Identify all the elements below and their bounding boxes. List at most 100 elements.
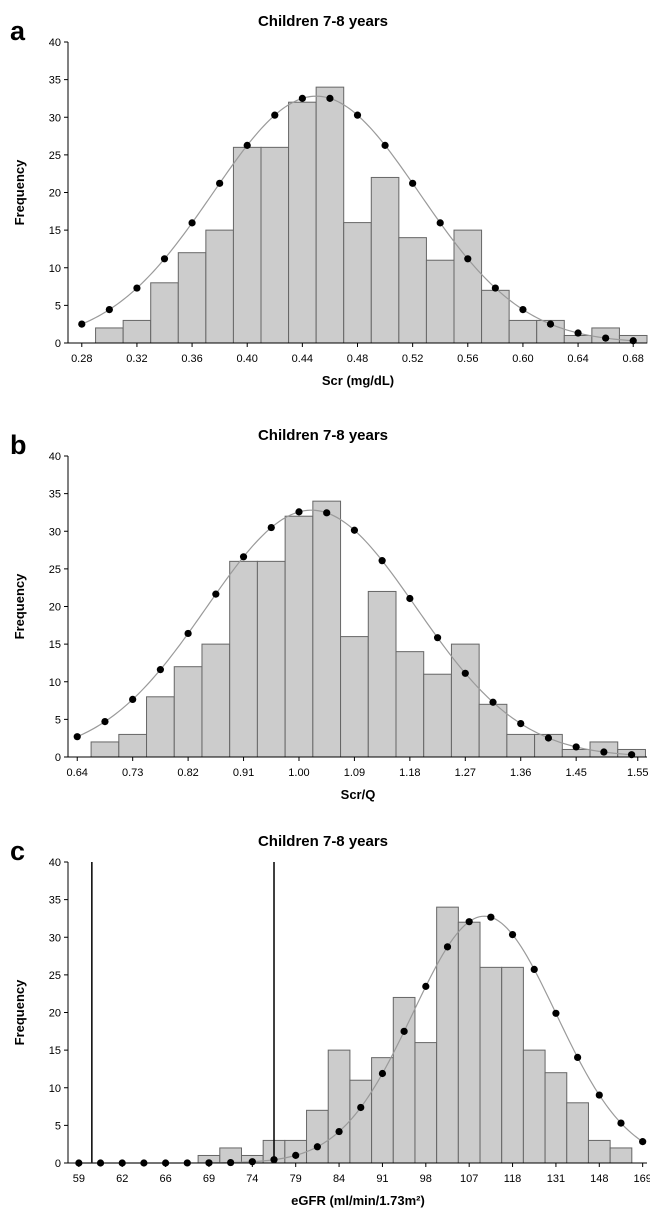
histogram-bar [544,1072,568,1164]
curve-point [73,733,81,741]
histogram-bar [146,696,175,758]
curve-point [508,931,517,939]
x-tick-label: 1.27 [455,767,476,779]
histogram-bar [566,1102,589,1164]
histogram-bar [312,500,342,758]
histogram-bar [95,327,124,344]
x-tick-label: 62 [116,1173,128,1185]
curve-point [101,717,109,726]
curve-point [353,111,362,119]
x-tick-label: 91 [376,1173,388,1185]
curve-point [489,698,497,706]
x-tick-label: 0.40 [237,353,258,365]
curve-point [292,1151,300,1159]
histogram-bar [478,703,508,758]
histogram-bar [367,590,397,758]
histogram-bar [370,176,400,344]
x-tick-label: 169 [633,1173,650,1185]
chart-panel-a: a Children 7-8 years Frequency Scr (mg/dL) 0… [10,13,648,388]
curve-point [461,669,469,677]
y-tick-label: 5 [55,300,61,312]
x-tick-label: 0.32 [126,353,147,365]
curve-point [574,329,582,337]
y-tick-label: 30 [49,112,61,124]
curve-point [357,1103,365,1112]
y-tick-label: 20 [49,602,61,614]
curve-point [156,666,164,674]
histogram-bar [315,86,345,344]
histogram-bar [260,146,290,344]
curve-point [544,734,553,742]
curve-point [600,748,608,756]
x-axis-label: eGFR (ml/min/1.73m²) [291,1193,425,1208]
x-tick-label: 66 [159,1173,171,1185]
x-tick-label: 118 [504,1173,522,1185]
curve-point [378,1069,387,1078]
x-tick-label: 0.64 [67,767,88,779]
y-tick-label: 0 [55,338,61,350]
curve-point [491,284,499,292]
curve-point [133,284,141,292]
y-axis-label: Frequency [12,979,27,1046]
y-tick-label: 20 [49,1008,61,1020]
curve-point [464,255,472,263]
curve-point [487,913,495,921]
histogram-bar [501,966,524,1164]
curve-point [313,1143,321,1151]
panel-letter: c [10,836,25,866]
curve-point [188,219,196,227]
curve-point [639,1138,647,1146]
curve-point [443,943,452,951]
x-tick-label: 1.09 [344,767,365,779]
x-tick-label: 1.36 [510,767,531,779]
y-tick-label: 0 [55,752,61,764]
curve-point [465,918,473,926]
x-tick-label: 1.18 [399,767,420,779]
histogram-bar [90,741,120,758]
histogram-bar [481,289,510,344]
histogram-bar [414,1042,438,1164]
histogram-bar [118,733,148,758]
curve-point [239,553,248,561]
histogram-bar [395,651,425,758]
x-tick-label: 0.36 [181,353,202,365]
curve-point [381,141,389,149]
histogram-bar [288,101,317,344]
histogram-bar [177,252,207,344]
histogram-bar [609,1147,633,1164]
x-tick-label: 79 [290,1173,302,1185]
y-tick-label: 25 [49,970,61,982]
curve-point [335,1127,343,1136]
curve-point [326,94,334,102]
histogram-bar [392,996,416,1164]
histogram-bar [457,921,481,1164]
curve-point [422,982,430,990]
curve-point [216,179,224,187]
curve-point [129,695,137,703]
histogram-bar [284,515,314,758]
histogram-bar [256,560,286,758]
y-tick-label: 40 [49,37,61,49]
y-tick-label: 5 [55,1120,61,1132]
curve-point [271,111,279,119]
x-tick-label: 74 [246,1173,258,1185]
histogram-bar [349,1079,373,1164]
histogram-bar [343,222,372,344]
chart-panel-b: b Children 7-8 years Frequency Scr/Q 0 5 10 15 2… [10,427,648,802]
x-tick-label: 1.00 [288,767,309,779]
curve-point [530,965,538,974]
curve-point [519,305,527,314]
y-tick-label: 25 [49,150,61,162]
curve-point [552,1009,560,1017]
x-tick-label: 59 [73,1173,85,1185]
curve-point [184,629,192,638]
x-tick-label: 1.45 [565,767,586,779]
y-tick-label: 35 [49,75,61,87]
x-tick-label: 1.55 [627,767,648,779]
y-tick-label: 30 [49,526,61,538]
y-tick-label: 20 [49,188,61,200]
histogram-bar [150,282,179,344]
histogram-bar [506,733,536,758]
x-tick-label: 0.28 [71,353,92,365]
curve-point [400,1027,408,1035]
